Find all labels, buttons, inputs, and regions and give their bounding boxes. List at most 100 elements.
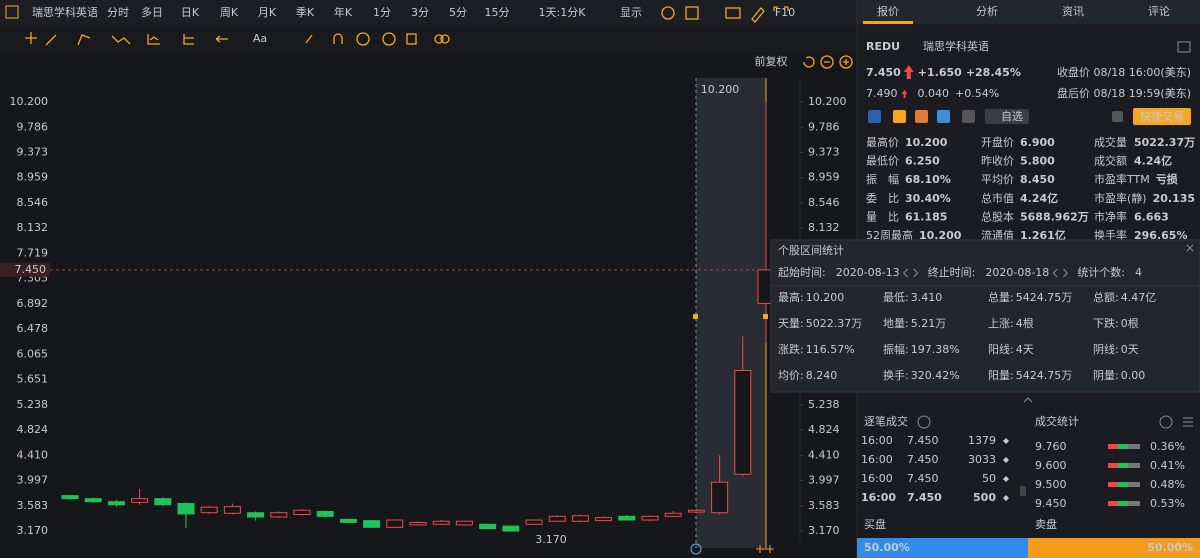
date-arrows[interactable] — [902, 268, 919, 278]
range-marker[interactable] — [690, 543, 702, 555]
misc-tool-icon[interactable] — [183, 33, 343, 45]
period-tab[interactable]: 日K — [181, 6, 200, 19]
interval-value: 0.00 — [1121, 369, 1146, 382]
collapse-caret[interactable] — [1023, 397, 1033, 403]
badge-icon[interactable] — [937, 110, 950, 123]
badge-icon[interactable] — [962, 110, 975, 123]
crosshair-icon[interactable] — [25, 32, 37, 44]
trade-time: 16:00 — [861, 453, 893, 466]
checkbox-icon[interactable] — [685, 6, 699, 20]
y-tick-label: 9.786 — [17, 120, 49, 133]
stat-label: 总股本 — [981, 209, 1014, 223]
trade-button[interactable] — [1133, 108, 1191, 125]
more-icon[interactable] — [1159, 415, 1173, 429]
period-tab[interactable]: 1分 — [373, 6, 391, 19]
candle-body — [200, 506, 218, 514]
watch-button[interactable] — [985, 109, 1029, 124]
badge-icon[interactable] — [893, 110, 906, 123]
help-icon[interactable] — [917, 415, 931, 429]
y-tick-label-right: 9.786 — [808, 120, 840, 133]
period-tab[interactable]: 周K — [220, 6, 239, 19]
y-tick-label: 6.892 — [17, 297, 49, 310]
candle-body — [525, 519, 543, 525]
candle-body — [84, 498, 102, 503]
panel-tab[interactable]: 报价 — [877, 4, 899, 18]
badge-icon[interactable] — [868, 110, 881, 123]
sell-bar — [1028, 538, 1200, 558]
interval-value: 4天 — [1016, 343, 1034, 356]
panel-icon[interactable] — [1177, 41, 1191, 53]
interval-label: 天量: — [778, 317, 804, 330]
candle-body — [107, 501, 125, 506]
zoom-out-icon[interactable] — [820, 55, 834, 69]
trade-volume: 500 — [973, 491, 996, 504]
tab-bar — [857, 0, 1200, 24]
panel-tab[interactable]: 分析 — [976, 4, 998, 18]
trade-price: 7.450 — [907, 434, 939, 447]
popup-end[interactable]: 2020-08-18 — [985, 266, 1049, 279]
period-tab[interactable]: 1天:1分K — [539, 6, 587, 19]
interval-value: 5424.75万 — [1016, 291, 1073, 304]
watch-label[interactable]: 自选 — [1001, 110, 1023, 123]
trade-volume: 1379 — [968, 434, 996, 447]
pattern-tool-icon[interactable] — [111, 34, 160, 45]
zoom-in-icon[interactable] — [839, 55, 853, 69]
range-marker-2[interactable] — [756, 545, 774, 553]
period-tab[interactable]: 分时 — [107, 6, 129, 19]
stats-title: 成交统计 — [1035, 414, 1079, 428]
list-icon[interactable] — [1183, 417, 1193, 427]
trade-time: 16:00 — [861, 491, 896, 504]
stock-tab[interactable]: 瑞思学科英语 — [32, 5, 98, 19]
panel-tab[interactable]: 评论 — [1148, 4, 1170, 18]
stat-label: 成交额 — [1094, 154, 1127, 168]
badge-icon[interactable] — [915, 110, 928, 123]
candle-body — [339, 518, 357, 523]
period-tab[interactable]: 年K — [334, 5, 353, 19]
period-tab[interactable]: 3分 — [411, 6, 429, 19]
y-tick-label-right: 8.546 — [808, 196, 840, 209]
stat-bar-gray — [1128, 463, 1140, 468]
period-tab[interactable]: 月K — [258, 6, 277, 19]
stat-pct: 0.48% — [1150, 478, 1185, 491]
stat-label: 开盘价 — [981, 135, 1014, 149]
stat-value: 4.24亿 — [1134, 154, 1172, 168]
magnet-icon[interactable] — [356, 32, 370, 46]
active-tab-underline — [863, 21, 913, 24]
edit-fullscreen-icon[interactable] — [751, 6, 789, 23]
interval-label: 总额: — [1093, 290, 1119, 304]
toggle-icon-2[interactable] — [440, 34, 450, 44]
display-menu[interactable]: 显示 — [620, 6, 642, 19]
stat-value: 5022.37万 — [1134, 136, 1195, 149]
trade-time: 16:00 — [861, 472, 893, 485]
lock-icon[interactable] — [382, 32, 396, 46]
interval-label: 阳量: — [988, 369, 1014, 382]
bell-icon[interactable] — [1112, 111, 1123, 122]
panel-tab[interactable]: 资讯 — [1062, 5, 1084, 18]
settings-icon[interactable] — [661, 6, 675, 20]
toggle-icon[interactable] — [434, 34, 444, 44]
change: +1.650 — [918, 66, 962, 79]
menu-icon[interactable] — [5, 5, 19, 19]
trash-icon[interactable] — [406, 33, 417, 45]
y-tick-label-right: 5.238 — [808, 398, 840, 411]
chart-control-icons[interactable] — [803, 56, 849, 68]
candle-body — [316, 510, 334, 517]
period-tab[interactable]: 多日 — [141, 5, 163, 19]
adjust-mode[interactable]: 前复权 — [755, 54, 788, 68]
text-tool[interactable]: Aa — [253, 32, 267, 45]
trade-label[interactable]: 快捷交易 — [1140, 109, 1184, 123]
period-tab[interactable]: 15分 — [485, 6, 510, 19]
date-arrows[interactable] — [1052, 268, 1069, 278]
period-tab[interactable]: 季K — [296, 6, 315, 19]
trade-price: 7.450 — [907, 491, 942, 504]
period-tab[interactable]: 5分 — [449, 6, 467, 19]
camera-icon[interactable] — [725, 7, 741, 19]
interval-value: 0天 — [1121, 343, 1139, 356]
line-tool-icon[interactable] — [45, 34, 91, 46]
popup-start[interactable]: 2020-08-13 — [836, 266, 900, 279]
popup-close[interactable] — [1186, 244, 1194, 252]
y-tick-label: 9.373 — [17, 145, 49, 158]
f10-button[interactable]: F10 — [775, 6, 795, 19]
candle-body — [386, 519, 404, 528]
after-pct: +0.54% — [955, 87, 999, 100]
